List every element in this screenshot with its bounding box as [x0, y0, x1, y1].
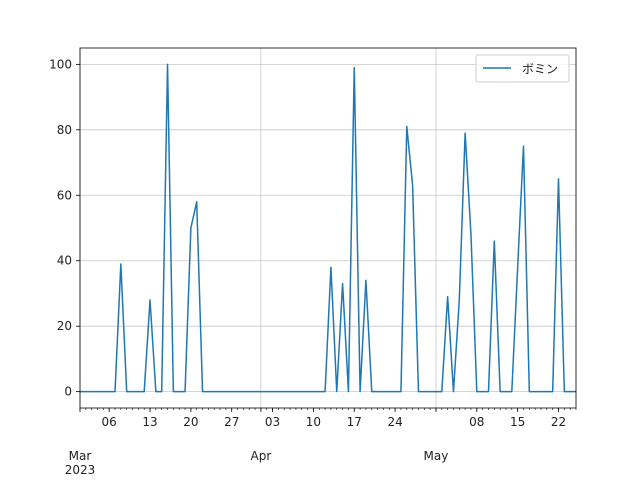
x-tick-label: 22 — [551, 415, 566, 429]
x-tick-label: 15 — [510, 415, 525, 429]
x-tick-label: 06 — [102, 415, 117, 429]
x-tick-label: 24 — [387, 415, 402, 429]
series-layer — [80, 63, 576, 393]
legend: ボミン — [475, 54, 570, 83]
x-major-tick-sublabel: 2023 — [65, 463, 96, 477]
plot-border — [79, 47, 577, 409]
x-tick-label: 17 — [347, 415, 362, 429]
x-tick-label: 20 — [183, 415, 198, 429]
y-tick-label: 80 — [57, 123, 72, 137]
y-tick-label: 20 — [57, 319, 72, 333]
y-tick-label: 40 — [57, 254, 72, 268]
legend-label: ボミン — [522, 62, 558, 76]
y-tick-label: 0 — [64, 385, 72, 399]
x-tick-label: 10 — [306, 415, 321, 429]
y-tick-label: 60 — [57, 188, 72, 202]
x-tick-label: 03 — [265, 415, 280, 429]
grid — [79, 48, 576, 408]
x-tick-label: 13 — [142, 415, 157, 429]
x-major-tick-label: May — [424, 449, 449, 463]
x-major-tick-label: Apr — [251, 449, 272, 463]
series-line — [80, 63, 576, 393]
x-major-tick-label: Mar — [69, 449, 92, 463]
legend-box — [475, 54, 570, 83]
plot-frame — [79, 47, 577, 409]
y-tick-label: 100 — [49, 57, 72, 71]
y-axis: 0 20 40 60 80 100 — [49, 57, 80, 399]
x-tick-label: 08 — [469, 415, 484, 429]
x-tick-label: 27 — [224, 415, 239, 429]
